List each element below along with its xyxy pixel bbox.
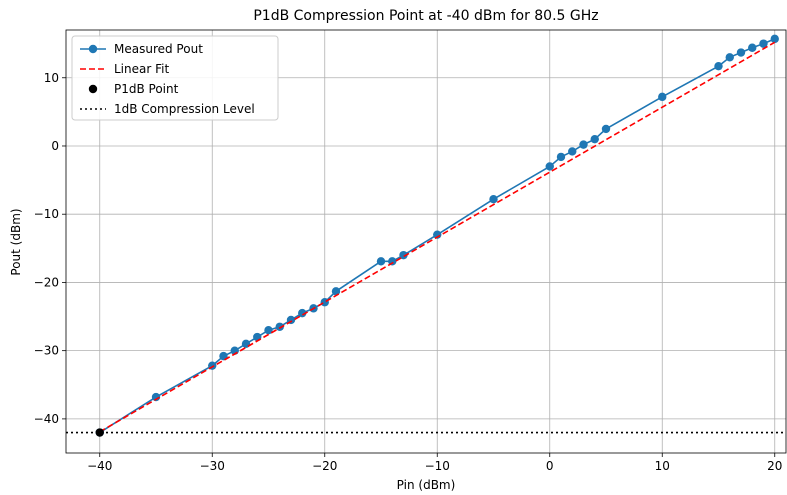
- x-axis-label: Pin (dBm): [397, 478, 456, 492]
- legend-handle-marker-0: [88, 44, 98, 54]
- plot-area: −40 −30 −20 −10 0 10 20 −40 −30 −20 −10 0 10: [34, 29, 787, 473]
- measured-pout-point-19: [545, 162, 554, 171]
- measured-pout-point-12: [320, 298, 329, 307]
- measured-pout-point-20: [556, 152, 566, 162]
- y-tick-label-5: 10: [44, 71, 59, 85]
- chart-title: P1dB Compression Point at -40 dBm for 80…: [253, 8, 598, 24]
- legend-box: [71, 35, 279, 121]
- legend-handle-marker-2: [88, 84, 98, 94]
- measured-pout-point-21: [568, 147, 577, 156]
- measured-pout-point-25: [658, 92, 667, 102]
- measured-pout-point-31: [770, 34, 779, 44]
- measured-pout-point-18: [489, 195, 498, 204]
- measured-pout-point-1: [151, 392, 161, 402]
- y-axis-label: Pout (dBm): [9, 208, 23, 275]
- axes-frame: [65, 29, 787, 454]
- y-tick-label-2: −20: [34, 275, 59, 289]
- legend-label-3: 1dB Compression Level: [114, 102, 255, 116]
- measured-pout-point-5: [241, 339, 251, 349]
- y-tick-label-3: −10: [34, 207, 59, 221]
- measured-pout-point-28: [736, 48, 746, 57]
- measured-pout-point-3: [219, 351, 228, 361]
- y-tick-label-1: −30: [34, 344, 59, 358]
- measured-pout-point-8: [275, 322, 284, 331]
- x-tick-label-2: −20: [312, 459, 337, 473]
- legend-label-1: Linear Fit: [114, 62, 169, 76]
- measured-pout-point-14: [376, 257, 386, 266]
- x-tick-label-0: −40: [87, 459, 112, 473]
- measured-pout-point-26: [714, 61, 723, 71]
- measured-pout-point-29: [748, 43, 757, 52]
- legend: Measured Pout Linear Fit P1dB Point 1dB Com…: [71, 35, 279, 121]
- measured-pout-point-17: [433, 230, 442, 239]
- x-tick-label-1: −30: [200, 459, 225, 473]
- p1db-point-0: [95, 428, 104, 437]
- y-tick-label-0: −40: [34, 412, 59, 426]
- measured-pout-point-22: [579, 140, 588, 149]
- linear-fit-line: [99, 41, 776, 433]
- x-tick-label-4: 0: [546, 459, 554, 473]
- measured-pout-point-7: [264, 325, 273, 335]
- measured-pout-point-27: [725, 53, 734, 62]
- measured-pout-point-10: [298, 308, 307, 318]
- x-tick-label-6: 20: [767, 459, 782, 473]
- measured-pout-point-23: [590, 134, 599, 144]
- legend-label-0: Measured Pout: [114, 42, 203, 56]
- legend-label-2: P1dB Point: [114, 82, 179, 96]
- measured-pout-point-24: [601, 124, 611, 134]
- y-tick-label-4: 0: [51, 139, 59, 153]
- x-tick-label-5: 10: [655, 459, 670, 473]
- x-tick-label-3: −10: [425, 459, 450, 473]
- measured-pout-point-30: [759, 39, 768, 48]
- measured-pout-point-16: [399, 250, 408, 260]
